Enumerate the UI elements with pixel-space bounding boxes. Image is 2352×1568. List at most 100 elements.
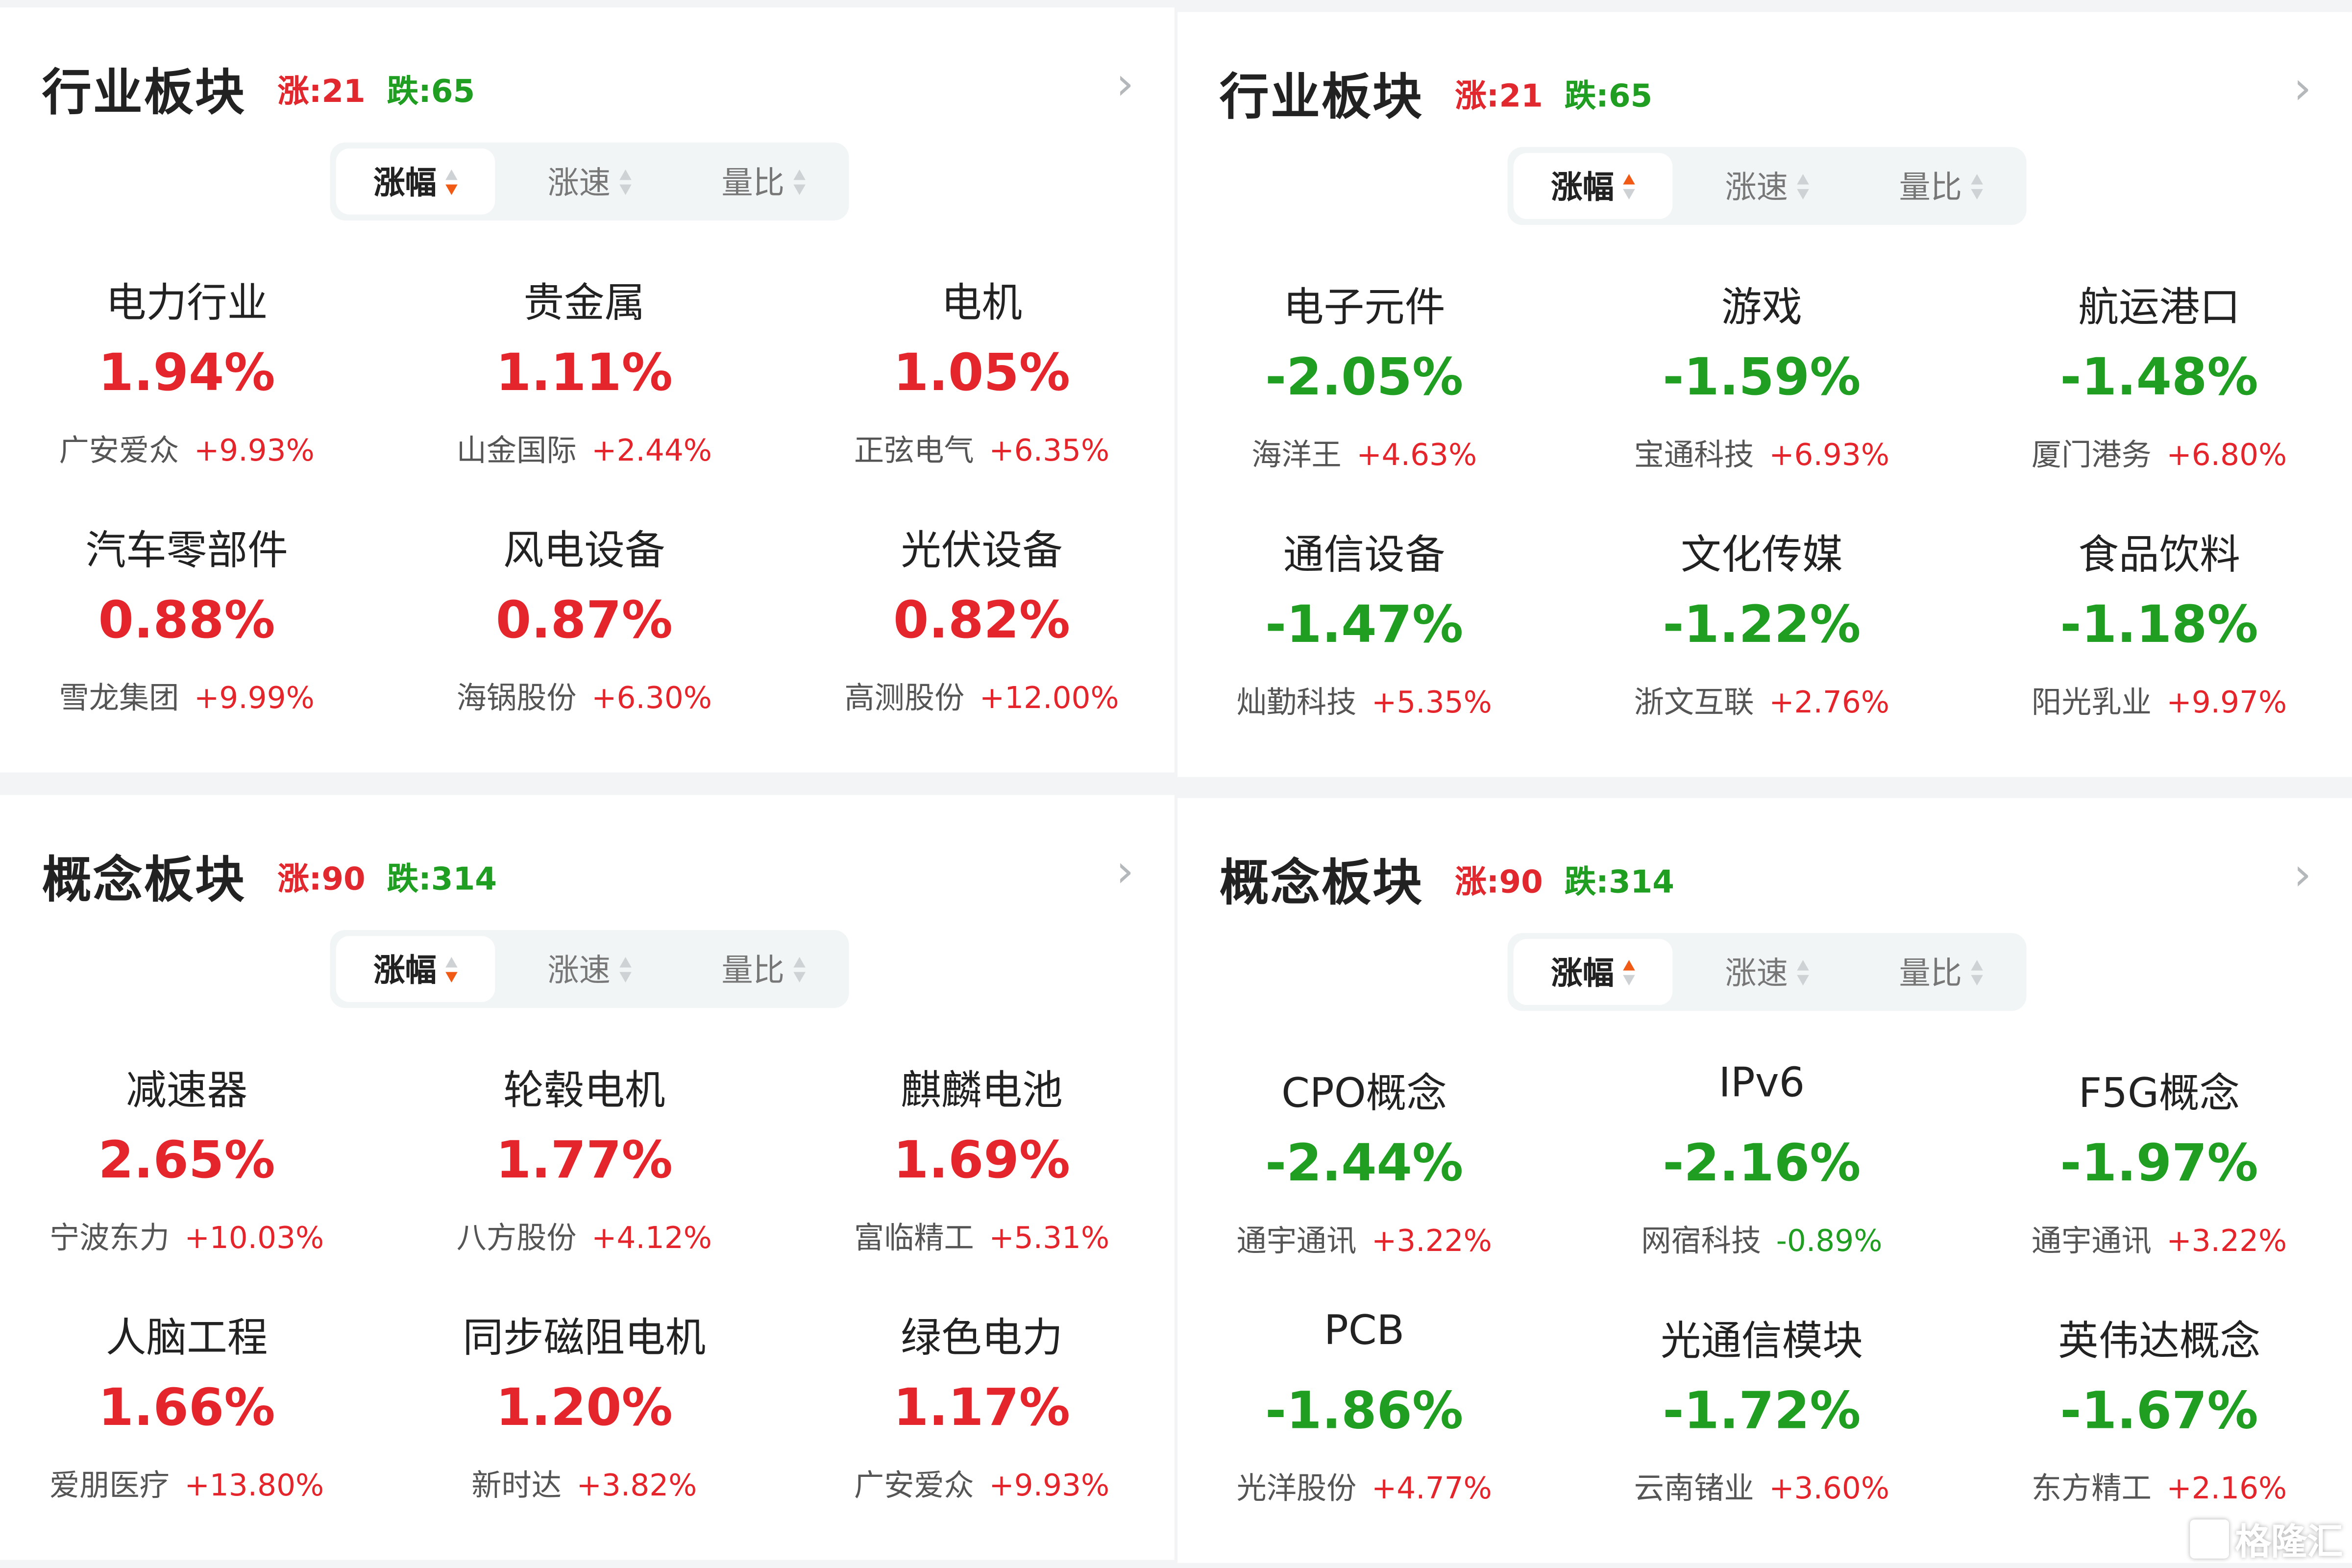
rise-count: 涨:90	[1455, 864, 1543, 900]
sector-change: 2.65%	[98, 1131, 275, 1191]
fall-count: 跌:65	[1564, 78, 1653, 114]
chevron-right-icon[interactable]: ›	[2293, 849, 2312, 902]
stock-name: 广安爱众	[854, 1467, 974, 1503]
tab-label: 涨速	[547, 952, 611, 989]
sector-change: 1.66%	[98, 1378, 275, 1439]
sector-item[interactable]: 电机 1.05% 正弦电气 +6.35%	[783, 7, 1180, 468]
sector-change: -1.59%	[1663, 348, 1861, 408]
stock-name: 通宇通讯	[1236, 1222, 1357, 1259]
tab-sort-2[interactable]: 量比	[684, 148, 843, 215]
stock-change: +2.16%	[2166, 1470, 2287, 1506]
sector-item[interactable]: CPO概念 -2.44% 通宇通讯 +3.22%	[1166, 798, 1563, 1259]
sector-panel: 行业板块 涨:21 跌:65 › 涨幅 涨速 量比 电子元件 -2.05% 海洋…	[1177, 12, 2352, 777]
sector-item[interactable]: 电力行业 1.94% 广安爱众 +9.93%	[0, 7, 386, 468]
sector-change: 1.20%	[495, 1378, 673, 1439]
stock-name: 通宇通讯	[2031, 1222, 2152, 1259]
stock-change: +2.76%	[1769, 684, 1890, 720]
chevron-right-icon[interactable]: ›	[1116, 846, 1134, 899]
sector-change: -1.86%	[1265, 1381, 1464, 1442]
leading-stock: 通宇通讯 +3.22%	[1960, 1217, 2352, 1260]
panel-title: 行业板块	[1219, 67, 1424, 126]
sector-panel: 概念板块 涨:90 跌:314 › 涨幅 涨速 量比 减速器 2.65% 宁波东…	[0, 795, 1175, 1560]
stock-name: 山金国际	[456, 432, 577, 468]
tab-sort-1[interactable]: 涨速	[1688, 153, 1846, 219]
sector-item[interactable]: 减速器 2.65% 宁波东力 +10.03%	[0, 795, 386, 1256]
leading-stock: 阳光乳业 +9.97%	[1960, 678, 2352, 722]
sector-name: 风电设备	[503, 528, 665, 575]
sector-name: 减速器	[126, 1068, 248, 1115]
stock-name: 海锅股份	[456, 679, 577, 716]
sector-name: 食品饮料	[2078, 532, 2240, 579]
leading-stock: 灿勤科技 +5.35%	[1166, 678, 1563, 722]
sector-item[interactable]: PCB -1.86% 光洋股份 +4.77%	[1166, 1046, 1563, 1506]
sort-arrows-icon	[445, 954, 458, 984]
tab-sort-2[interactable]: 量比	[1862, 939, 2020, 1005]
tab-sort-0[interactable]: 涨幅	[1513, 153, 1673, 219]
leading-stock: 高测股份 +12.00%	[783, 673, 1180, 717]
sector-change: -1.47%	[1265, 595, 1464, 656]
stock-change: +3.60%	[1769, 1470, 1890, 1506]
sector-item[interactable]: 光通信模块 -1.72% 云南锗业 +3.60%	[1563, 1046, 1960, 1506]
tab-label: 量比	[721, 952, 785, 989]
sector-change: -1.48%	[2060, 348, 2258, 408]
sector-change: -2.44%	[1265, 1134, 1464, 1194]
sector-item[interactable]: IPv6 -2.16% 网宿科技 -0.89%	[1563, 798, 1960, 1258]
tab-sort-0[interactable]: 涨幅	[336, 936, 495, 1002]
sector-item[interactable]: 文化传媒 -1.22% 浙文互联 +2.76%	[1563, 260, 1960, 720]
sector-item[interactable]: 通信设备 -1.47% 灿勤科技 +5.35%	[1166, 260, 1563, 720]
sector-item[interactable]: 电子元件 -2.05% 海洋王 +4.63%	[1166, 12, 1563, 473]
sector-item[interactable]: 同步磁阻电机 1.20% 新时达 +3.82%	[386, 1043, 783, 1503]
leading-stock: 广安爱众 +9.93%	[0, 426, 386, 469]
sector-item[interactable]: 风电设备 0.87% 海锅股份 +6.30%	[386, 255, 783, 716]
chevron-right-icon[interactable]: ›	[2293, 63, 2312, 116]
tab-sort-1[interactable]: 涨速	[1688, 939, 1846, 1005]
tab-sort-2[interactable]: 量比	[684, 936, 843, 1002]
sector-item[interactable]: 汽车零部件 0.88% 雪龙集团 +9.99%	[0, 255, 386, 716]
leading-stock: 网宿科技 -0.89%	[1563, 1217, 1960, 1260]
sector-name: 光伏设备	[901, 528, 1063, 575]
sector-item[interactable]: 贵金属 1.11% 山金国际 +2.44%	[386, 7, 783, 468]
rise-count: 涨:21	[277, 73, 366, 110]
leading-stock: 光洋股份 +4.77%	[1166, 1464, 1563, 1508]
stock-name: 广安爱众	[59, 432, 179, 468]
sector-item[interactable]: 航运港口 -1.48% 厦门港务 +6.80%	[1960, 12, 2352, 473]
tab-label: 涨速	[547, 165, 611, 201]
stock-change: +9.93%	[194, 432, 315, 468]
leading-stock: 云南锗业 +3.60%	[1563, 1464, 1960, 1508]
stock-change: +10.03%	[184, 1219, 324, 1256]
stock-name: 高测股份	[844, 679, 965, 716]
leading-stock: 爱朋医疗 +13.80%	[0, 1461, 386, 1505]
sector-item[interactable]: 人脑工程 1.66% 爱朋医疗 +13.80%	[0, 1043, 386, 1503]
fall-count: 跌:65	[387, 73, 475, 110]
sector-item[interactable]: F5G概念 -1.97% 通宇通讯 +3.22%	[1960, 798, 2352, 1259]
sector-name: CPO概念	[1281, 1071, 1447, 1118]
tab-label: 涨速	[1725, 169, 1788, 206]
tab-sort-0[interactable]: 涨幅	[336, 148, 495, 215]
sector-item[interactable]: 游戏 -1.59% 宝通科技 +6.93%	[1563, 12, 1960, 473]
sector-item[interactable]: 麒麟电池 1.69% 富临精工 +5.31%	[783, 795, 1180, 1256]
sector-name: 游戏	[1721, 285, 1803, 332]
stock-name: 东方精工	[2031, 1470, 2152, 1506]
sector-item[interactable]: 绿色电力 1.17% 广安爱众 +9.93%	[783, 1043, 1180, 1503]
stock-name: 浙文互联	[1634, 684, 1754, 720]
sort-arrows-icon	[445, 167, 458, 196]
stock-name: 正弦电气	[854, 432, 974, 468]
sector-item[interactable]: 食品饮料 -1.18% 阳光乳业 +9.97%	[1960, 260, 2352, 720]
chevron-right-icon[interactable]: ›	[1116, 58, 1134, 111]
sector-change: -1.18%	[2060, 595, 2258, 656]
sector-name: 光通信模块	[1660, 1318, 1863, 1365]
sector-item[interactable]: 光伏设备 0.82% 高测股份 +12.00%	[783, 255, 1180, 716]
stock-name: 厦门港务	[2031, 436, 2152, 473]
tab-label: 量比	[1899, 955, 1962, 992]
logo-icon	[2190, 1519, 2229, 1558]
tab-sort-1[interactable]: 涨速	[510, 936, 669, 1002]
sector-item[interactable]: 英伟达概念 -1.67% 东方精工 +2.16%	[1960, 1046, 2352, 1506]
tab-sort-1[interactable]: 涨速	[510, 148, 669, 215]
rise-count: 涨:90	[277, 861, 366, 897]
tab-sort-0[interactable]: 涨幅	[1513, 939, 1673, 1005]
sort-arrows-icon	[793, 954, 806, 984]
leading-stock: 东方精工 +2.16%	[1960, 1464, 2352, 1508]
sector-item[interactable]: 轮毂电机 1.77% 八方股份 +4.12%	[386, 795, 783, 1256]
tab-sort-2[interactable]: 量比	[1862, 153, 2020, 219]
stock-change: +2.44%	[591, 432, 712, 468]
